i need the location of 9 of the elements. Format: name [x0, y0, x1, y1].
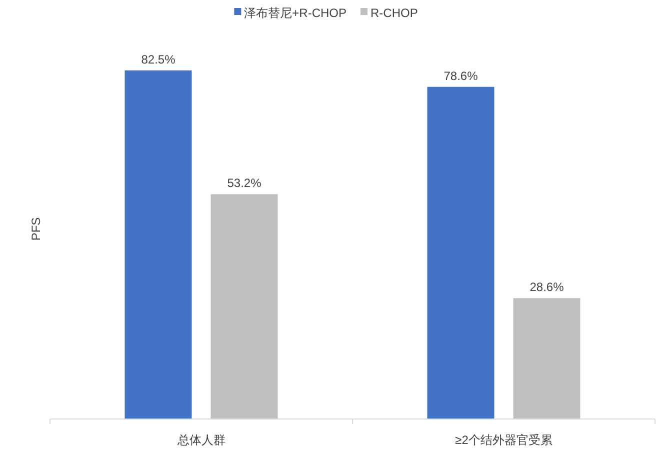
data-label: 78.6%	[444, 68, 478, 83]
y-axis-title: PFS	[29, 217, 43, 241]
legend-label: R-CHOP	[370, 6, 418, 20]
legend-label: 泽布替尼+R-CHOP	[244, 6, 346, 20]
x-tick-label: ≥2个结外器官受累	[455, 433, 552, 447]
x-tick-label: 总体人群	[176, 433, 226, 447]
data-label: 28.6%	[530, 280, 564, 294]
data-label: 53.2%	[227, 176, 262, 190]
data-label: 82.5%	[141, 52, 176, 66]
